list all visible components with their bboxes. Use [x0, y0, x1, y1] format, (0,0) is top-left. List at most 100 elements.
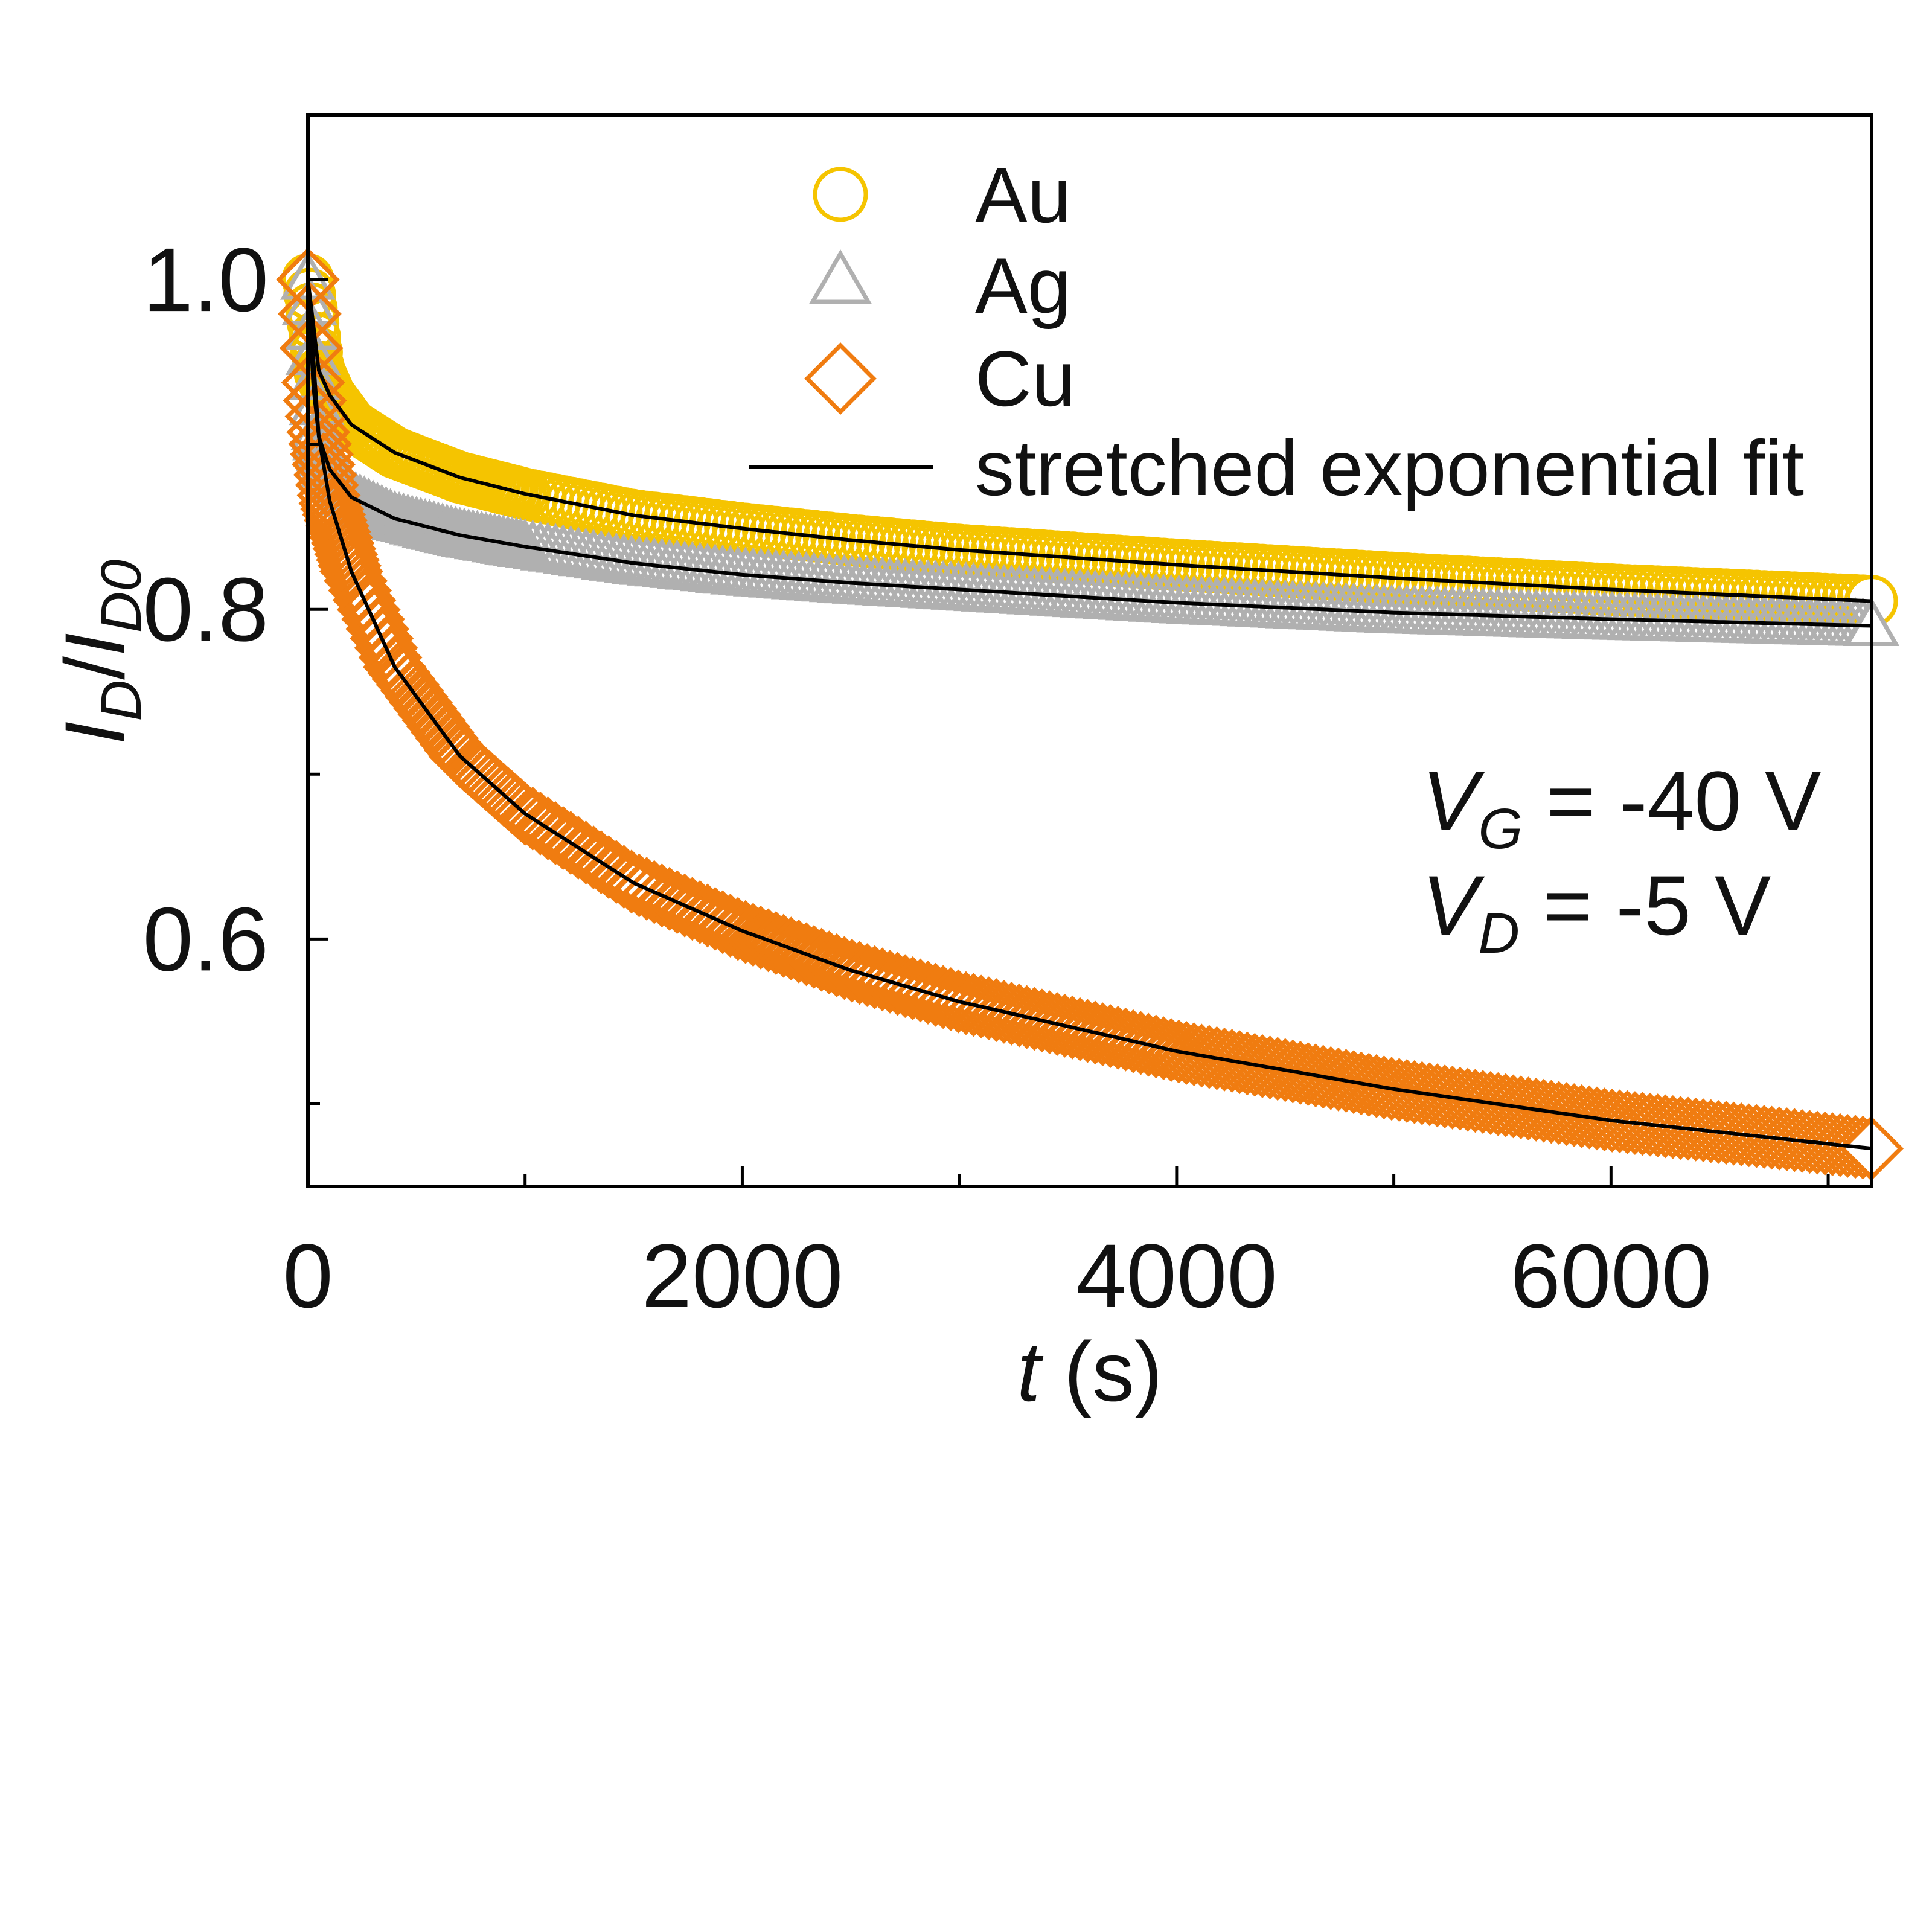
y-tick-label: 1.0	[142, 229, 269, 330]
cu-point	[1428, 1066, 1492, 1131]
x-axis-title: t (s)	[1017, 1324, 1162, 1419]
cu-point	[1405, 1063, 1470, 1128]
cu-point	[1337, 1052, 1401, 1117]
cu-point	[1602, 1091, 1667, 1155]
series-cu	[276, 248, 1904, 1181]
cu-point	[1435, 1067, 1500, 1132]
legend-marker-cu	[804, 342, 877, 415]
cu-point	[1618, 1092, 1683, 1157]
cu-point	[1640, 1095, 1705, 1159]
annotation-vg: VG = -40 V	[1422, 753, 1821, 861]
annotation-vd: VD = -5 V	[1422, 858, 1771, 965]
cu-point	[1754, 1107, 1819, 1172]
cu-point	[600, 849, 664, 914]
cu-point	[1671, 1098, 1736, 1163]
cu-point	[1443, 1069, 1508, 1133]
cu-point	[1481, 1074, 1546, 1139]
y-axis-title: ID/ID0	[47, 559, 153, 744]
cu-point	[1390, 1061, 1454, 1125]
y-tick-label: 0.8	[142, 558, 269, 660]
cu-point	[1694, 1101, 1758, 1165]
cu-point	[1678, 1099, 1743, 1163]
cu-point	[286, 400, 351, 464]
cu-point	[1511, 1078, 1576, 1143]
cu-point	[1732, 1105, 1796, 1169]
cu-point	[1663, 1097, 1728, 1162]
cu-point	[1519, 1080, 1584, 1144]
legend-label-fit: stretched exponential fit	[975, 424, 1804, 512]
cu-point	[1739, 1105, 1804, 1170]
cu-point	[318, 534, 382, 598]
cu-point	[1496, 1076, 1561, 1141]
cu-point	[1344, 1054, 1409, 1118]
cu-point	[1413, 1064, 1477, 1129]
fit-lines	[306, 279, 1872, 1151]
cu-point	[1572, 1087, 1637, 1152]
plot-frame	[306, 113, 1873, 1188]
cu-point	[1625, 1093, 1690, 1158]
tick-labels: 0 2000 4000 6000 0.6 0.8 1.0	[142, 229, 1712, 1326]
legend-label-au: Au	[975, 151, 1071, 239]
cu-point	[1466, 1072, 1531, 1136]
cu-point	[1542, 1083, 1607, 1147]
fit-line-ag	[306, 279, 1872, 628]
cu-point	[1777, 1110, 1842, 1174]
cu-point	[1701, 1101, 1766, 1166]
x-tick-label: 4000	[1076, 1225, 1278, 1326]
cu-point	[1527, 1081, 1591, 1145]
cu-point	[1762, 1108, 1827, 1172]
cu-point	[1398, 1062, 1462, 1127]
cu-point	[1534, 1082, 1599, 1147]
cu-point	[1557, 1085, 1622, 1150]
cu-point	[1587, 1089, 1652, 1154]
legend-label-cu: Cu	[975, 334, 1075, 423]
y-tick-label: 0.6	[142, 888, 269, 990]
cu-point	[1633, 1094, 1698, 1159]
cu-point	[1610, 1092, 1675, 1156]
cu-point	[1375, 1059, 1439, 1123]
cu-point	[1504, 1077, 1569, 1142]
x-tick-label: 0	[283, 1225, 333, 1326]
fit-line-cu	[306, 279, 1872, 1151]
cu-point	[1458, 1071, 1523, 1135]
cu-point	[350, 606, 414, 671]
legend: Au Ag Cu stretched exponential fit	[749, 151, 1804, 512]
cu-point	[1420, 1065, 1485, 1130]
cu-point	[1360, 1057, 1424, 1121]
fit-line-au	[306, 279, 1872, 603]
legend-label-ag: Ag	[975, 242, 1071, 330]
cu-point	[1648, 1096, 1713, 1160]
cu-point	[1800, 1112, 1865, 1177]
cu-point	[1565, 1086, 1629, 1151]
cu-point	[1686, 1099, 1751, 1164]
cu-point	[1724, 1104, 1789, 1168]
cu-point	[310, 511, 375, 575]
cu-point	[1716, 1103, 1781, 1168]
cu-point	[307, 499, 371, 564]
data-markers	[276, 248, 1904, 1181]
cu-point	[1473, 1073, 1538, 1137]
cu-point	[1489, 1075, 1553, 1140]
cu-point	[1709, 1102, 1774, 1166]
x-tick-label: 6000	[1510, 1225, 1712, 1326]
cu-point	[1549, 1084, 1614, 1148]
legend-marker-ag	[808, 249, 872, 304]
cu-point	[1367, 1058, 1431, 1122]
cu-point	[1580, 1089, 1645, 1153]
series-ag	[280, 251, 1900, 647]
cu-point	[1747, 1106, 1812, 1171]
cu-point	[1785, 1110, 1850, 1175]
cu-point	[1451, 1070, 1515, 1134]
ag-point	[354, 484, 410, 533]
cu-point	[1656, 1096, 1720, 1161]
x-tick-label: 2000	[642, 1225, 843, 1326]
cu-point	[314, 522, 379, 587]
cu-point	[1793, 1111, 1857, 1176]
cu-point	[1352, 1055, 1416, 1120]
axis-ticks	[306, 278, 1830, 1186]
cu-point	[1770, 1108, 1834, 1173]
legend-marker-au	[813, 167, 868, 222]
cu-point	[1382, 1060, 1447, 1124]
cu-point	[1595, 1090, 1660, 1154]
